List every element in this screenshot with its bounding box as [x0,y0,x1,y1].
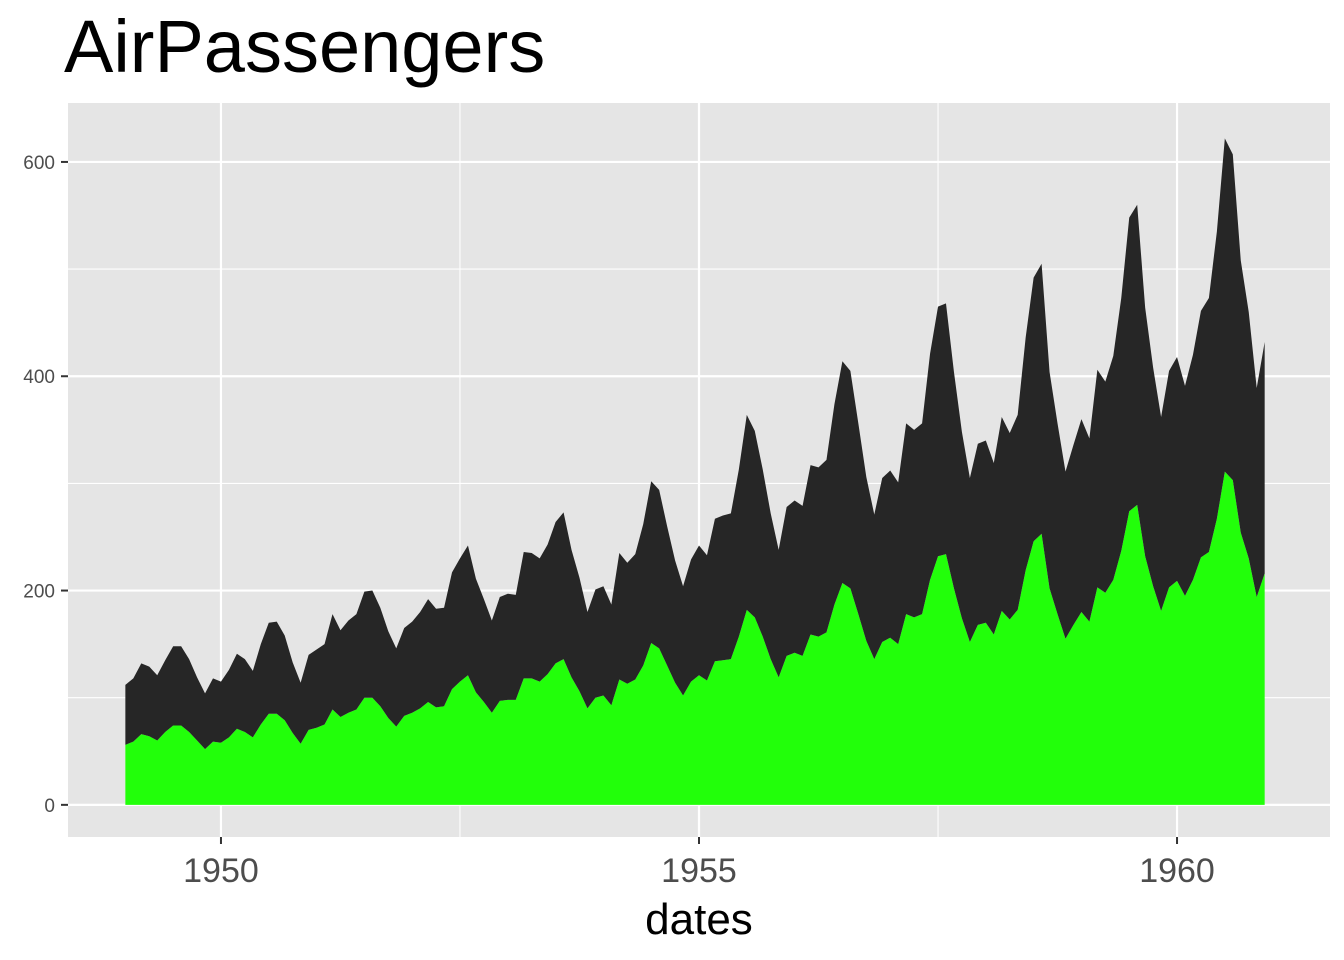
y-tick-label: 0 [44,796,55,817]
y-axis: 0 200 400 600 [23,153,68,817]
y-tick-label: 400 [23,367,55,388]
x-axis: 1950 1955 1960 [183,837,1215,890]
area-series-1 [125,471,1265,805]
x-tick-label: 1950 [183,852,259,890]
x-tick-label: 1960 [1139,852,1215,890]
y-tick-label: 200 [23,582,55,603]
x-tick-label: 1955 [661,852,737,890]
x-axis-title: dates [645,895,753,944]
chart-title: AirPassengers [64,5,546,88]
area-series-2 [125,138,1265,750]
y-tick-label: 600 [23,153,55,174]
series-areas [125,138,1265,805]
